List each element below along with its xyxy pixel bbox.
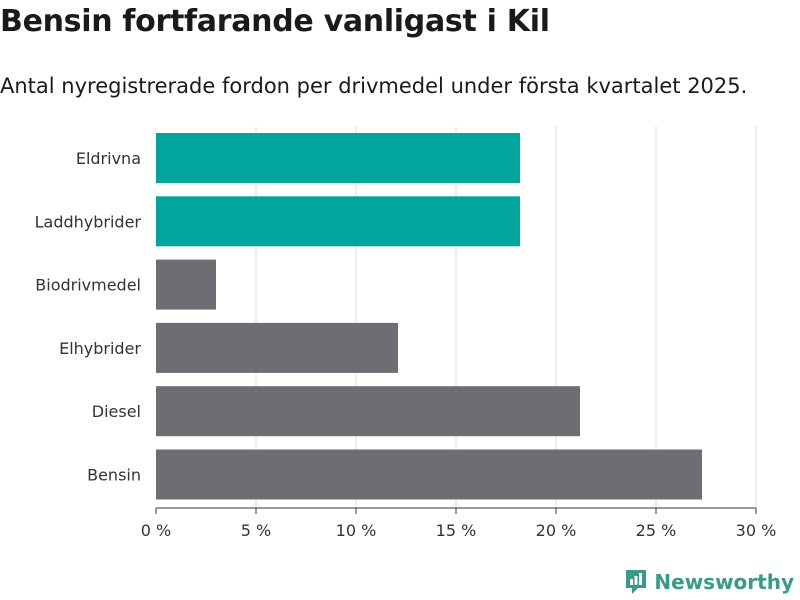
x-tick-label: 20 % [536,521,577,540]
category-label: Elhybrider [59,339,141,358]
x-tick-label: 25 % [636,521,677,540]
category-label: Bensin [87,466,141,485]
brand-name: Newsworthy [654,570,794,594]
x-tick-label: 30 % [736,521,777,540]
x-tick-label: 5 % [241,521,271,540]
bar-diesel [156,386,580,437]
x-tick-label: 0 % [141,521,171,540]
category-label: Laddhybrider [35,212,142,231]
bar-elhybrider [156,322,398,373]
bar-laddhybrider [156,196,520,247]
chart-subtitle: Antal nyregistrerade fordon per drivmede… [0,74,748,98]
category-label: Diesel [92,402,141,421]
x-tick-label: 15 % [436,521,477,540]
bar-biodrivmedel [156,259,216,310]
category-label: Biodrivmedel [35,276,141,295]
category-label: Eldrivna [76,149,141,168]
chart-title: Bensin fortfarande vanligast i Kil [0,4,550,39]
bar-bensin [156,449,702,500]
brand-logo: Newsworthy [624,568,794,596]
newsworthy-logo-icon [626,570,647,594]
bar-eldrivna [156,133,520,183]
x-tick-label: 10 % [336,521,377,540]
